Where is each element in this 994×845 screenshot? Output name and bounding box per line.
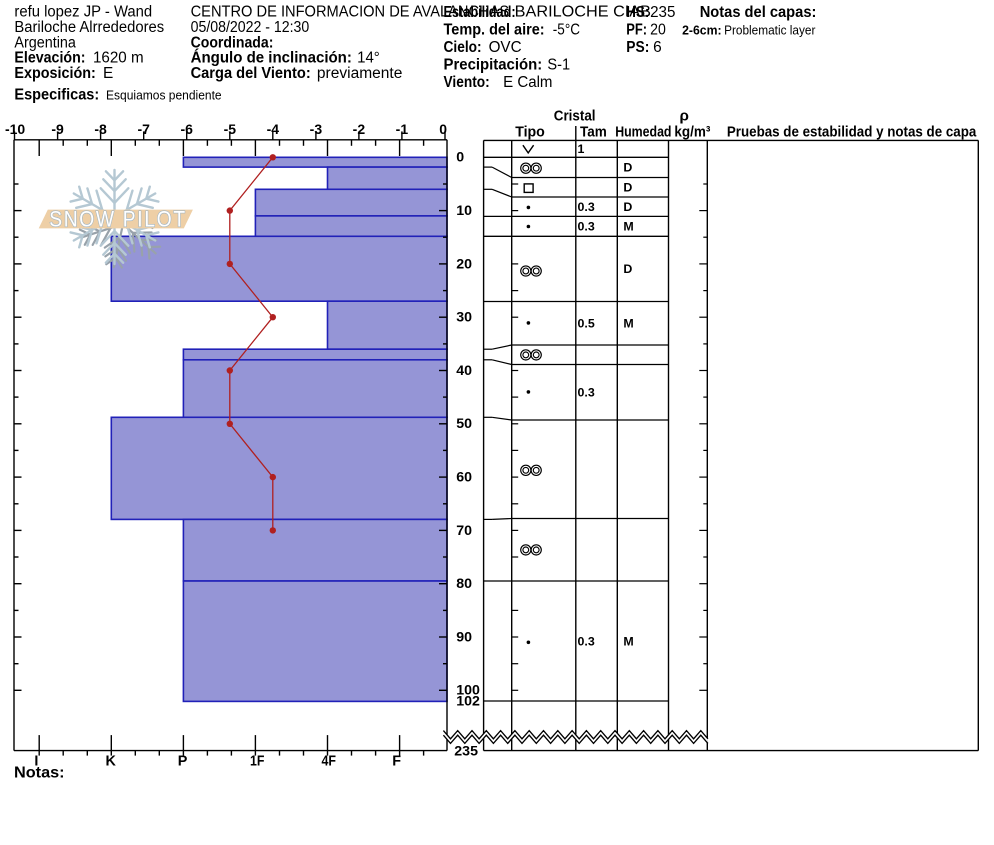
svg-text:1F: 1F [250,754,265,770]
svg-text:-3: -3 [310,121,323,137]
svg-text:235: 235 [454,743,478,759]
svg-text:-1: -1 [396,121,409,137]
svg-text:D: D [623,200,632,214]
svg-text:Estabilidad:: Estabilidad: [444,4,516,21]
svg-text:D: D [623,181,632,195]
svg-text:14°: 14° [357,50,380,67]
svg-text:20: 20 [650,21,666,38]
svg-text:4F: 4F [321,754,336,770]
svg-text:CENTRO DE INFORMACION DE AVALA: CENTRO DE INFORMACION DE AVALANCHAS [191,4,510,21]
svg-text:Coordinada:: Coordinada: [191,34,274,51]
svg-text:50: 50 [456,416,472,432]
svg-text:Cielo:: Cielo: [444,39,482,56]
svg-text:0.3: 0.3 [578,386,595,400]
svg-text:Bariloche Alrrededores: Bariloche Alrrededores [14,19,164,36]
svg-text:30: 30 [456,310,472,326]
svg-text:refu lopez JP - Wand: refu lopez JP - Wand [14,4,152,21]
svg-text:-8: -8 [94,121,107,137]
svg-text:Tam: Tam [580,124,607,141]
svg-text:2-6cm:: 2-6cm: [682,24,722,38]
svg-text:D: D [623,161,632,175]
svg-text:I: I [34,754,38,770]
svg-text:1620 m: 1620 m [93,50,144,67]
svg-text:6: 6 [653,39,662,56]
svg-text:-5°C: -5°C [553,21,580,38]
svg-text:0: 0 [456,150,464,166]
svg-text:100: 100 [456,683,480,699]
svg-text:-7: -7 [137,121,150,137]
svg-text:F: F [392,754,401,770]
svg-text:0.5: 0.5 [578,317,595,331]
svg-text:D: D [623,262,632,276]
svg-text:P: P [178,754,188,770]
svg-text:1: 1 [578,142,585,156]
svg-text:E: E [103,65,113,82]
svg-text:0.3: 0.3 [578,220,595,234]
svg-text:Cristal: Cristal [554,108,596,125]
svg-text:ρ: ρ [679,108,688,125]
svg-text:SNOW PILOT: SNOW PILOT [49,207,187,232]
svg-text:Notas del capas:: Notas del capas: [700,4,817,21]
svg-text:05/08/2022 - 12:30: 05/08/2022 - 12:30 [191,19,310,36]
svg-text:OVC: OVC [489,39,522,56]
svg-text:M: M [623,220,633,234]
svg-text:previamente: previamente [317,65,403,82]
svg-text:M: M [623,634,633,648]
svg-text:M: M [623,317,633,331]
svg-text:10: 10 [456,203,472,219]
svg-text:K: K [105,754,116,770]
svg-text:Tipo: Tipo [515,124,545,141]
svg-text:70: 70 [456,523,472,539]
svg-text:-6: -6 [180,121,193,137]
svg-text:-5: -5 [224,121,237,137]
svg-text:40: 40 [456,363,472,379]
svg-text:-9: -9 [51,121,64,137]
svg-text:Viento:: Viento: [444,74,490,91]
svg-text:235: 235 [650,4,675,21]
svg-text:60: 60 [456,470,472,486]
svg-text:HS:: HS: [626,4,649,21]
svg-text:Carga del Viento:: Carga del Viento: [191,65,311,82]
svg-text:Precipitación:: Precipitación: [444,57,543,74]
svg-text:Temp. del aire:: Temp. del aire: [444,21,545,38]
svg-text:20: 20 [456,256,472,272]
svg-text:-10: -10 [5,121,25,137]
svg-text:kg/m³: kg/m³ [674,124,710,141]
svg-text:PF:: PF: [626,21,647,38]
svg-text:Pruebas de estabilidad y notas: Pruebas de estabilidad y notas de capa [727,124,977,141]
svg-text:0.3: 0.3 [578,200,595,214]
svg-text:Elevación:: Elevación: [14,50,85,67]
svg-text:Esquiamos pendiente: Esquiamos pendiente [106,88,222,103]
svg-text:Humedad: Humedad [615,124,671,141]
svg-text:80: 80 [456,576,472,592]
svg-text:0: 0 [439,121,447,137]
svg-text:Problematic layer: Problematic layer [724,23,816,38]
svg-text:S-1: S-1 [547,57,570,74]
svg-text:BARILOCHE CIAB: BARILOCHE CIAB [515,4,651,21]
svg-text:-4: -4 [267,121,280,137]
svg-text:102: 102 [456,693,480,709]
svg-text:-2: -2 [353,121,366,137]
svg-text:Argentina: Argentina [14,34,76,51]
svg-text:0.3: 0.3 [578,634,595,648]
svg-text:PS:: PS: [626,39,649,56]
svg-text:E Calm: E Calm [503,74,552,91]
svg-text:Especificas:: Especificas: [14,87,99,104]
svg-text:Notas:: Notas: [14,765,65,782]
svg-text:Ángulo de inclinación:: Ángulo de inclinación: [191,50,352,67]
svg-text:90: 90 [456,629,472,645]
svg-text:Exposición:: Exposición: [14,65,95,82]
